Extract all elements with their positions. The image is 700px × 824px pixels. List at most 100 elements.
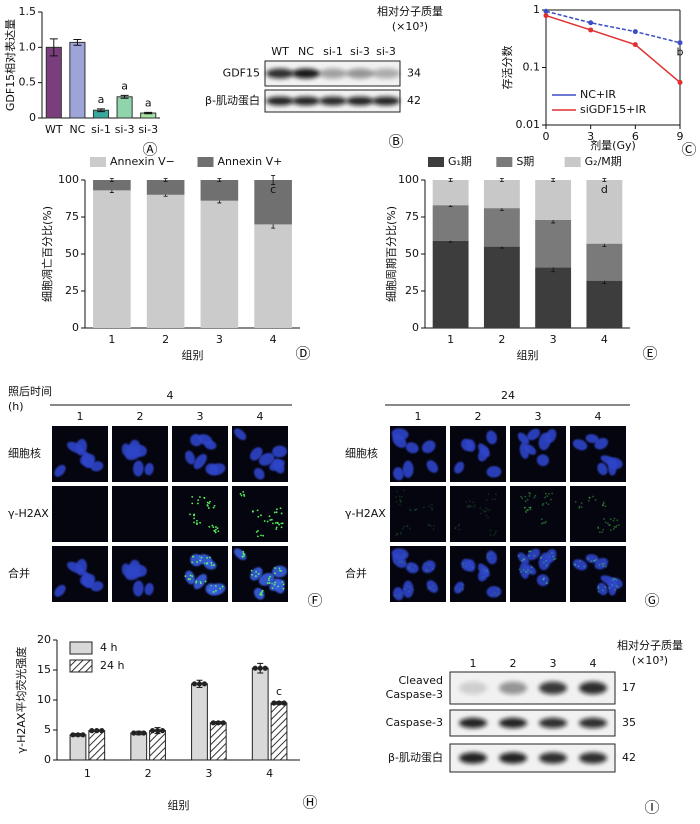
x-tick-label: WT — [45, 123, 63, 136]
y-tick-label: 15 — [37, 663, 51, 676]
foci — [457, 524, 460, 527]
error-bar — [109, 178, 114, 182]
bar-segment — [200, 180, 239, 201]
row-label: Caspase-3 — [386, 688, 443, 701]
nucleus — [405, 562, 419, 574]
foci — [279, 507, 282, 510]
foci — [613, 517, 616, 520]
bar-segment — [432, 180, 469, 206]
foci — [528, 491, 531, 494]
lane-label: 2 — [475, 410, 482, 423]
foci — [199, 581, 202, 583]
foci — [545, 501, 548, 504]
foci — [274, 581, 277, 584]
foci — [206, 501, 209, 504]
blot-band — [292, 96, 320, 106]
bar-segment — [483, 246, 520, 328]
molecular-weight: 17 — [622, 681, 636, 694]
foci — [255, 531, 258, 533]
row-label: 合并 — [8, 566, 30, 580]
foci — [212, 506, 215, 509]
foci — [489, 529, 492, 532]
foci — [495, 594, 498, 597]
foci — [242, 555, 245, 557]
replicate-dot — [196, 681, 203, 687]
foci — [580, 502, 583, 504]
foci — [588, 496, 591, 499]
foci — [602, 528, 605, 531]
foci — [428, 505, 431, 508]
foci — [522, 557, 525, 560]
nucleus — [144, 582, 154, 596]
foci — [602, 504, 605, 507]
nucleus — [272, 458, 285, 474]
y-tick-label: 20 — [37, 633, 51, 646]
row-label: β-肌动蛋白 — [388, 750, 443, 764]
foci — [197, 502, 199, 505]
nucleus — [133, 580, 144, 597]
x-tick-label: 1 — [84, 767, 91, 780]
micrograph-tile — [450, 486, 506, 542]
blot-band — [579, 681, 607, 695]
nucleus — [486, 430, 497, 445]
foci — [274, 567, 276, 569]
foci — [208, 502, 210, 505]
replicate-dot — [131, 730, 137, 736]
foci — [259, 592, 262, 595]
blot-band — [499, 717, 527, 729]
foci — [488, 557, 491, 560]
foci — [480, 512, 483, 515]
foci — [577, 565, 580, 568]
nucleus — [585, 554, 599, 564]
foci — [268, 579, 270, 582]
blot-band — [266, 68, 294, 79]
replicate-dot — [252, 665, 258, 671]
foci — [609, 518, 612, 521]
legend-swatch — [90, 157, 106, 167]
foci — [526, 509, 529, 511]
foci — [602, 501, 605, 504]
nucleus — [144, 462, 154, 476]
blot-band — [579, 752, 607, 764]
foci — [281, 522, 284, 525]
foci — [203, 496, 206, 499]
foci — [615, 524, 618, 527]
foci — [462, 563, 465, 566]
foci — [489, 533, 492, 536]
foci — [602, 565, 605, 567]
foci — [219, 587, 222, 590]
bar — [116, 96, 133, 119]
nucleus — [402, 460, 414, 478]
bar-segment — [254, 180, 292, 225]
legend-label: siGDF15+IR — [580, 103, 647, 116]
y-tick-label: 100 — [398, 173, 419, 186]
foci — [497, 592, 500, 595]
micrograph-tile — [112, 486, 168, 542]
foci — [408, 527, 411, 530]
foci — [209, 500, 211, 503]
foci — [485, 569, 487, 572]
foci — [408, 567, 411, 570]
foci — [423, 506, 425, 509]
y-tick-label: 0 — [29, 111, 36, 124]
foci — [587, 557, 590, 560]
foci — [477, 568, 480, 570]
foci — [217, 530, 220, 533]
foci — [212, 590, 215, 593]
foci — [412, 588, 415, 591]
foci — [550, 498, 552, 501]
foci — [462, 587, 465, 590]
foci — [527, 550, 530, 553]
foci — [527, 569, 529, 572]
x-tick-label: NC — [69, 123, 85, 136]
nucleus — [461, 558, 473, 572]
foci — [468, 500, 471, 503]
foci — [256, 535, 259, 538]
nucleus — [79, 453, 96, 466]
foci — [429, 587, 432, 590]
bar-segment — [254, 224, 292, 328]
foci — [546, 495, 549, 498]
lane-label: si-1 — [323, 45, 343, 58]
foci — [526, 498, 529, 501]
foci — [554, 557, 557, 560]
